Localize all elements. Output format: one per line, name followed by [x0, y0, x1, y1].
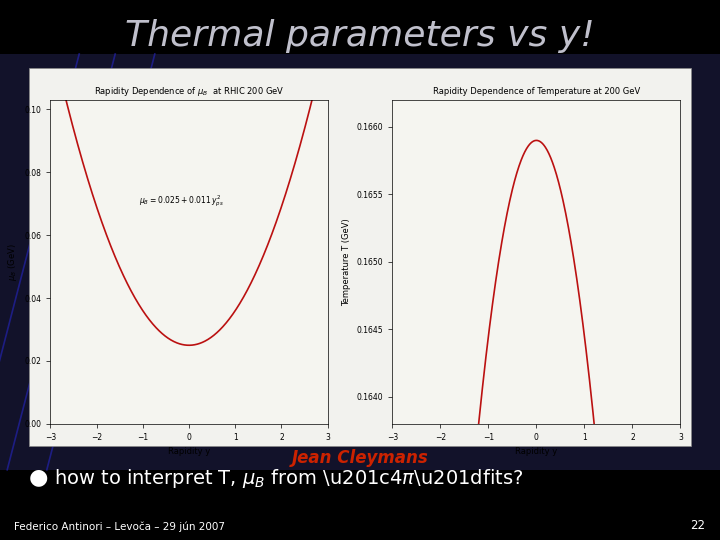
Title: Rapidity Dependence of $\mu_B$  at RHIC 200 GeV: Rapidity Dependence of $\mu_B$ at RHIC 2…	[94, 85, 284, 98]
Text: $\mu_B = 0.025 + 0.011\,y_{ps}^2$: $\mu_B = 0.025 + 0.011\,y_{ps}^2$	[139, 193, 224, 209]
Text: 22: 22	[690, 519, 706, 532]
X-axis label: Rapidity y: Rapidity y	[168, 448, 210, 456]
X-axis label: Rapidity y: Rapidity y	[516, 448, 557, 456]
Y-axis label: $\mu_B$ (GeV): $\mu_B$ (GeV)	[6, 243, 19, 281]
Text: ●: ●	[29, 467, 48, 487]
Text: Thermal parameters vs y!: Thermal parameters vs y!	[125, 19, 595, 53]
Title: Rapidity Dependence of Temperature at 200 GeV: Rapidity Dependence of Temperature at 20…	[433, 87, 640, 96]
Text: how to interpret T, $\mu_B$ from \u201c4$\pi$\u201dfits?: how to interpret T, $\mu_B$ from \u201c4…	[54, 467, 523, 490]
Text: Federico Antinori – Levoča – 29 jún 2007: Federico Antinori – Levoča – 29 jún 2007	[14, 522, 225, 532]
Text: Jean Cleymans: Jean Cleymans	[292, 449, 428, 467]
Y-axis label: Temperature T (GeV): Temperature T (GeV)	[342, 218, 351, 306]
